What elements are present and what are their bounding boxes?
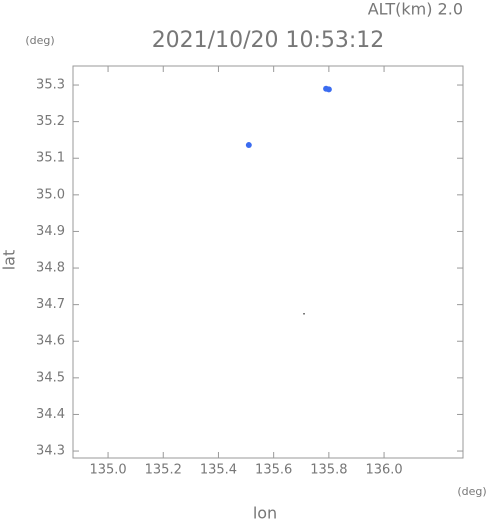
y-tick-label: 34.9 bbox=[36, 224, 65, 239]
x-tick-label: 135.2 bbox=[145, 463, 182, 478]
y-tick-label: 34.4 bbox=[36, 407, 65, 422]
x-tick-label: 135.0 bbox=[89, 463, 126, 478]
y-unit: (deg) bbox=[25, 34, 54, 47]
y-tick-label: 34.8 bbox=[36, 261, 65, 276]
y-tick-label: 35.2 bbox=[36, 114, 65, 129]
point bbox=[325, 86, 332, 93]
x-axis-label: lon bbox=[253, 504, 277, 521]
altitude: ALT(km) 2.0 bbox=[368, 0, 463, 19]
y-tick-label: 35.0 bbox=[36, 187, 65, 202]
point bbox=[303, 312, 305, 315]
y-tick-label: 35.1 bbox=[36, 151, 65, 166]
y-tick-label: 34.3 bbox=[36, 444, 65, 459]
plot-frame bbox=[72, 65, 464, 459]
y-axis-label: lat bbox=[0, 250, 19, 271]
x-unit: (deg) bbox=[457, 485, 486, 498]
y-tick-label: 34.7 bbox=[36, 297, 65, 312]
x-tick-label: 135.6 bbox=[255, 463, 292, 478]
y-tick-label: 34.5 bbox=[36, 370, 65, 385]
x-tick-label: 135.4 bbox=[200, 463, 237, 478]
y-tick-label: 34.6 bbox=[36, 334, 65, 349]
chart-title: 2021/10/20 10:53:12 bbox=[152, 28, 385, 53]
x-tick-label: 135.8 bbox=[310, 463, 347, 478]
point bbox=[245, 142, 252, 149]
x-tick-label: 136.0 bbox=[365, 463, 402, 478]
y-tick-label: 35.3 bbox=[36, 78, 65, 93]
